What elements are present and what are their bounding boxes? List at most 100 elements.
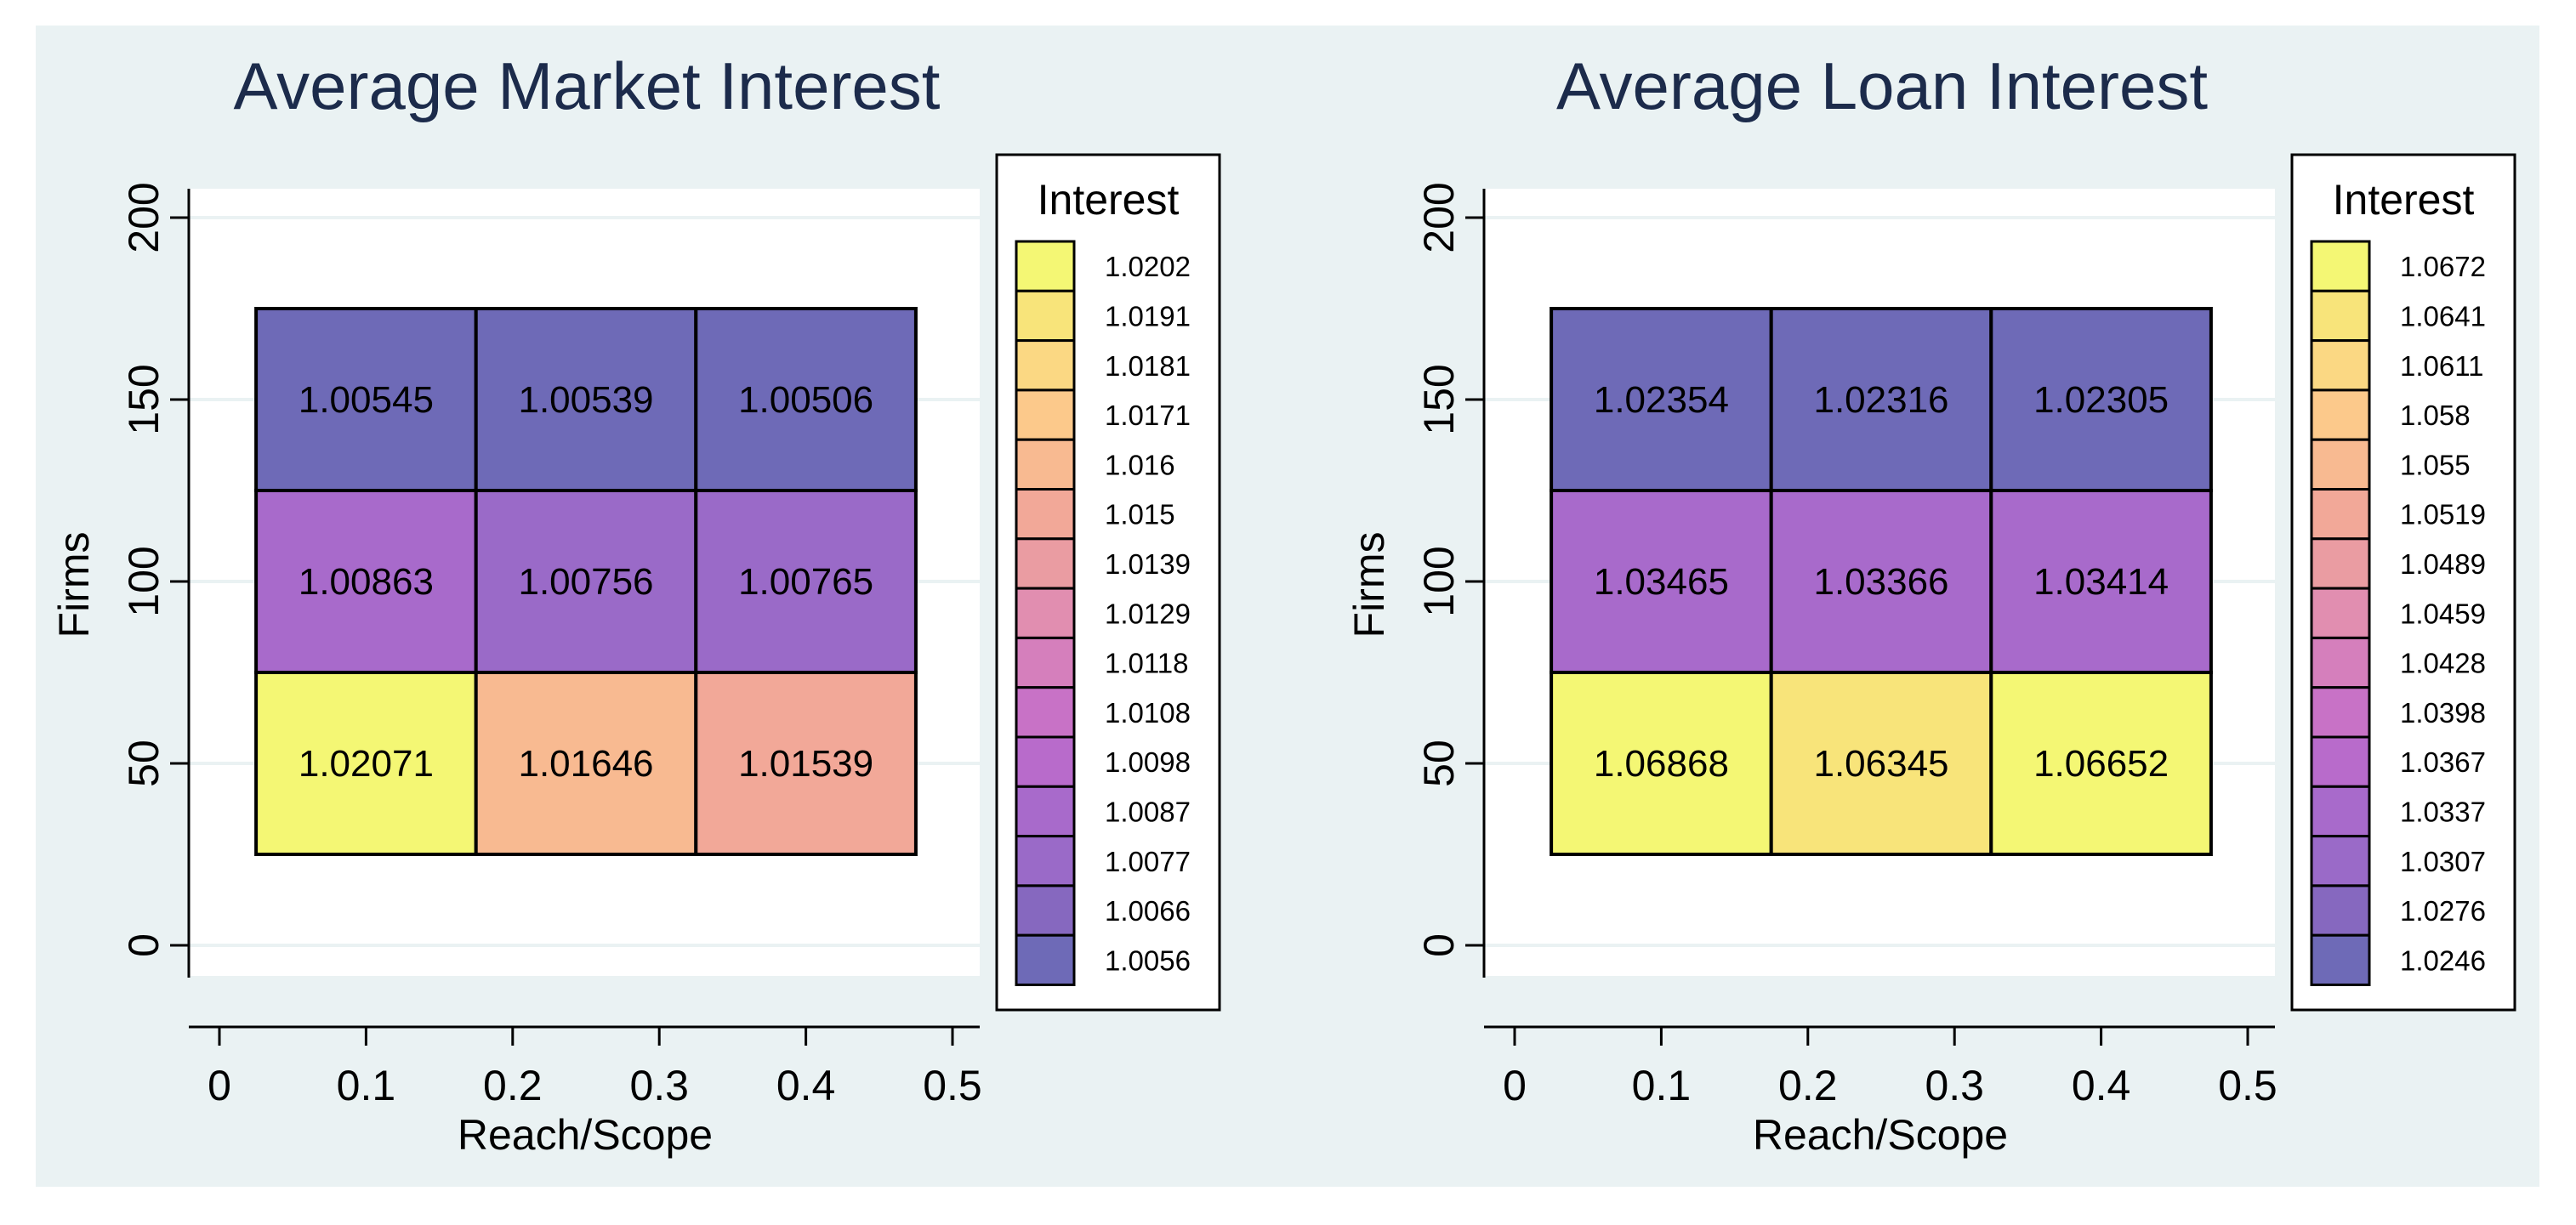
x-tick-label: 0.4 — [2072, 1062, 2131, 1109]
legend-swatch — [1015, 785, 1076, 838]
legend-label: 1.0191 — [1105, 300, 1191, 332]
x-axis-label: Reach/Scope — [458, 1111, 713, 1159]
heatmap-cell — [1989, 489, 2213, 674]
legend-swatch — [1015, 884, 1076, 937]
y-tick-label: 200 — [120, 182, 168, 252]
legend-label: 1.0337 — [2400, 796, 2486, 827]
legend-swatch — [2310, 339, 2371, 392]
y-tick-label: 50 — [120, 740, 168, 787]
cell-value-label: 1.01539 — [738, 743, 873, 785]
heatmap-cell — [474, 671, 698, 856]
legend-swatch — [1015, 438, 1076, 491]
legend-label: 1.016 — [1105, 449, 1175, 480]
y-tick-label: 150 — [120, 364, 168, 434]
legend-label: 1.0489 — [2400, 548, 2486, 580]
legend-title: Interest — [1038, 176, 1180, 224]
cell-value-label: 1.06345 — [1813, 743, 1948, 785]
legend-label: 1.0307 — [2400, 846, 2486, 877]
legend-label: 1.0276 — [2400, 895, 2486, 927]
legend-label: 1.0428 — [2400, 648, 2486, 679]
cell-value-label: 1.00863 — [299, 561, 434, 603]
cell-value-label: 1.06652 — [2033, 743, 2169, 785]
chart-panel-1: Average Market Interest 1.00545 1.00539 1.0… — [50, 48, 1221, 1159]
y-tick-label: 0 — [1415, 933, 1463, 957]
y-tick-label: 150 — [1415, 364, 1463, 434]
legend-swatch — [2310, 735, 2371, 788]
legend-title: Interest — [2333, 176, 2475, 224]
heatmap-cell — [1769, 489, 1993, 674]
y-axis-label: Firms — [1345, 532, 1393, 638]
legend-swatch — [2310, 835, 2371, 888]
legend-swatch — [1015, 735, 1076, 788]
legend-swatch — [1015, 388, 1076, 441]
legend-swatch — [1015, 933, 1076, 986]
legend-label: 1.0367 — [2400, 746, 2486, 778]
legend-swatch — [2310, 240, 2371, 292]
cell-value-label: 1.06868 — [1594, 743, 1729, 785]
heatmap-cell — [1550, 671, 1773, 856]
heatmap-cell — [694, 671, 918, 856]
heatmap-cell — [1550, 489, 1773, 674]
x-tick-label: 0.4 — [776, 1062, 836, 1109]
heatmap-cell — [694, 307, 918, 492]
legend-swatch — [1015, 488, 1076, 541]
cell-value-label: 1.03465 — [1594, 561, 1729, 603]
legend-swatch — [1015, 339, 1076, 392]
legend-label: 1.0459 — [2400, 598, 2486, 629]
cell-value-label: 1.03414 — [2033, 561, 2169, 603]
cell-value-label: 1.02305 — [2033, 379, 2169, 421]
legend-label: 1.0077 — [1105, 846, 1191, 877]
legend-swatch — [1015, 636, 1076, 689]
legend-label: 1.0202 — [1105, 251, 1191, 282]
heatmap-cell — [1769, 671, 1993, 856]
legend-swatch — [2310, 537, 2371, 590]
legend-swatch — [2310, 587, 2371, 639]
legend-label: 1.055 — [2400, 449, 2471, 480]
x-tick-label: 0.3 — [629, 1062, 689, 1109]
legend-label: 1.058 — [2400, 400, 2471, 431]
cell-value-label: 1.00506 — [738, 379, 873, 421]
legend-label: 1.0139 — [1105, 548, 1191, 580]
legend-swatch — [1015, 240, 1076, 292]
legend-label: 1.0087 — [1105, 796, 1191, 827]
x-tick-label: 0.2 — [1778, 1062, 1838, 1109]
cell-value-label: 1.00765 — [738, 561, 873, 603]
legend-label: 1.0098 — [1105, 746, 1191, 778]
x-tick-label: 0.1 — [337, 1062, 396, 1109]
x-axis-label: Reach/Scope — [1753, 1111, 2008, 1159]
y-tick-label: 50 — [1415, 740, 1463, 787]
legend-swatch — [1015, 289, 1076, 343]
legend-label: 1.0066 — [1105, 895, 1191, 927]
heatmap-cell — [694, 489, 918, 674]
legend-label: 1.0611 — [2400, 350, 2483, 382]
x-tick-label: 0.1 — [1632, 1062, 1692, 1109]
legend-swatch — [2310, 636, 2371, 689]
legend-swatch — [2310, 438, 2371, 491]
cell-value-label: 1.00545 — [299, 379, 434, 421]
x-tick-label: 0.2 — [483, 1062, 543, 1109]
legend-label: 1.0118 — [1105, 648, 1188, 679]
cell-value-label: 1.00539 — [518, 379, 653, 421]
y-axis-label: Firms — [50, 532, 98, 638]
heatmap-cell — [1989, 671, 2213, 856]
legend-swatch — [2310, 933, 2371, 986]
legend-label: 1.0641 — [2400, 300, 2486, 332]
y-tick-label: 200 — [1415, 182, 1463, 252]
x-tick-label: 0 — [1503, 1062, 1527, 1109]
legend-label: 1.0181 — [1105, 350, 1191, 382]
y-tick-label: 100 — [120, 546, 168, 616]
cell-value-label: 1.02316 — [1813, 379, 1948, 421]
heatmap-cell — [474, 307, 698, 492]
legend-swatch — [2310, 686, 2371, 739]
legend-label: 1.0246 — [2400, 944, 2486, 976]
legend-label: 1.0519 — [2400, 499, 2486, 530]
cell-value-label: 1.01646 — [518, 743, 653, 785]
legend-swatch — [2310, 289, 2371, 343]
legend-swatch — [2310, 785, 2371, 838]
heatmap-cell — [254, 671, 478, 856]
chart-title: Average Loan Interest — [1556, 48, 2208, 123]
legend-label: 1.0108 — [1105, 697, 1191, 729]
legend-swatch — [1015, 587, 1076, 639]
